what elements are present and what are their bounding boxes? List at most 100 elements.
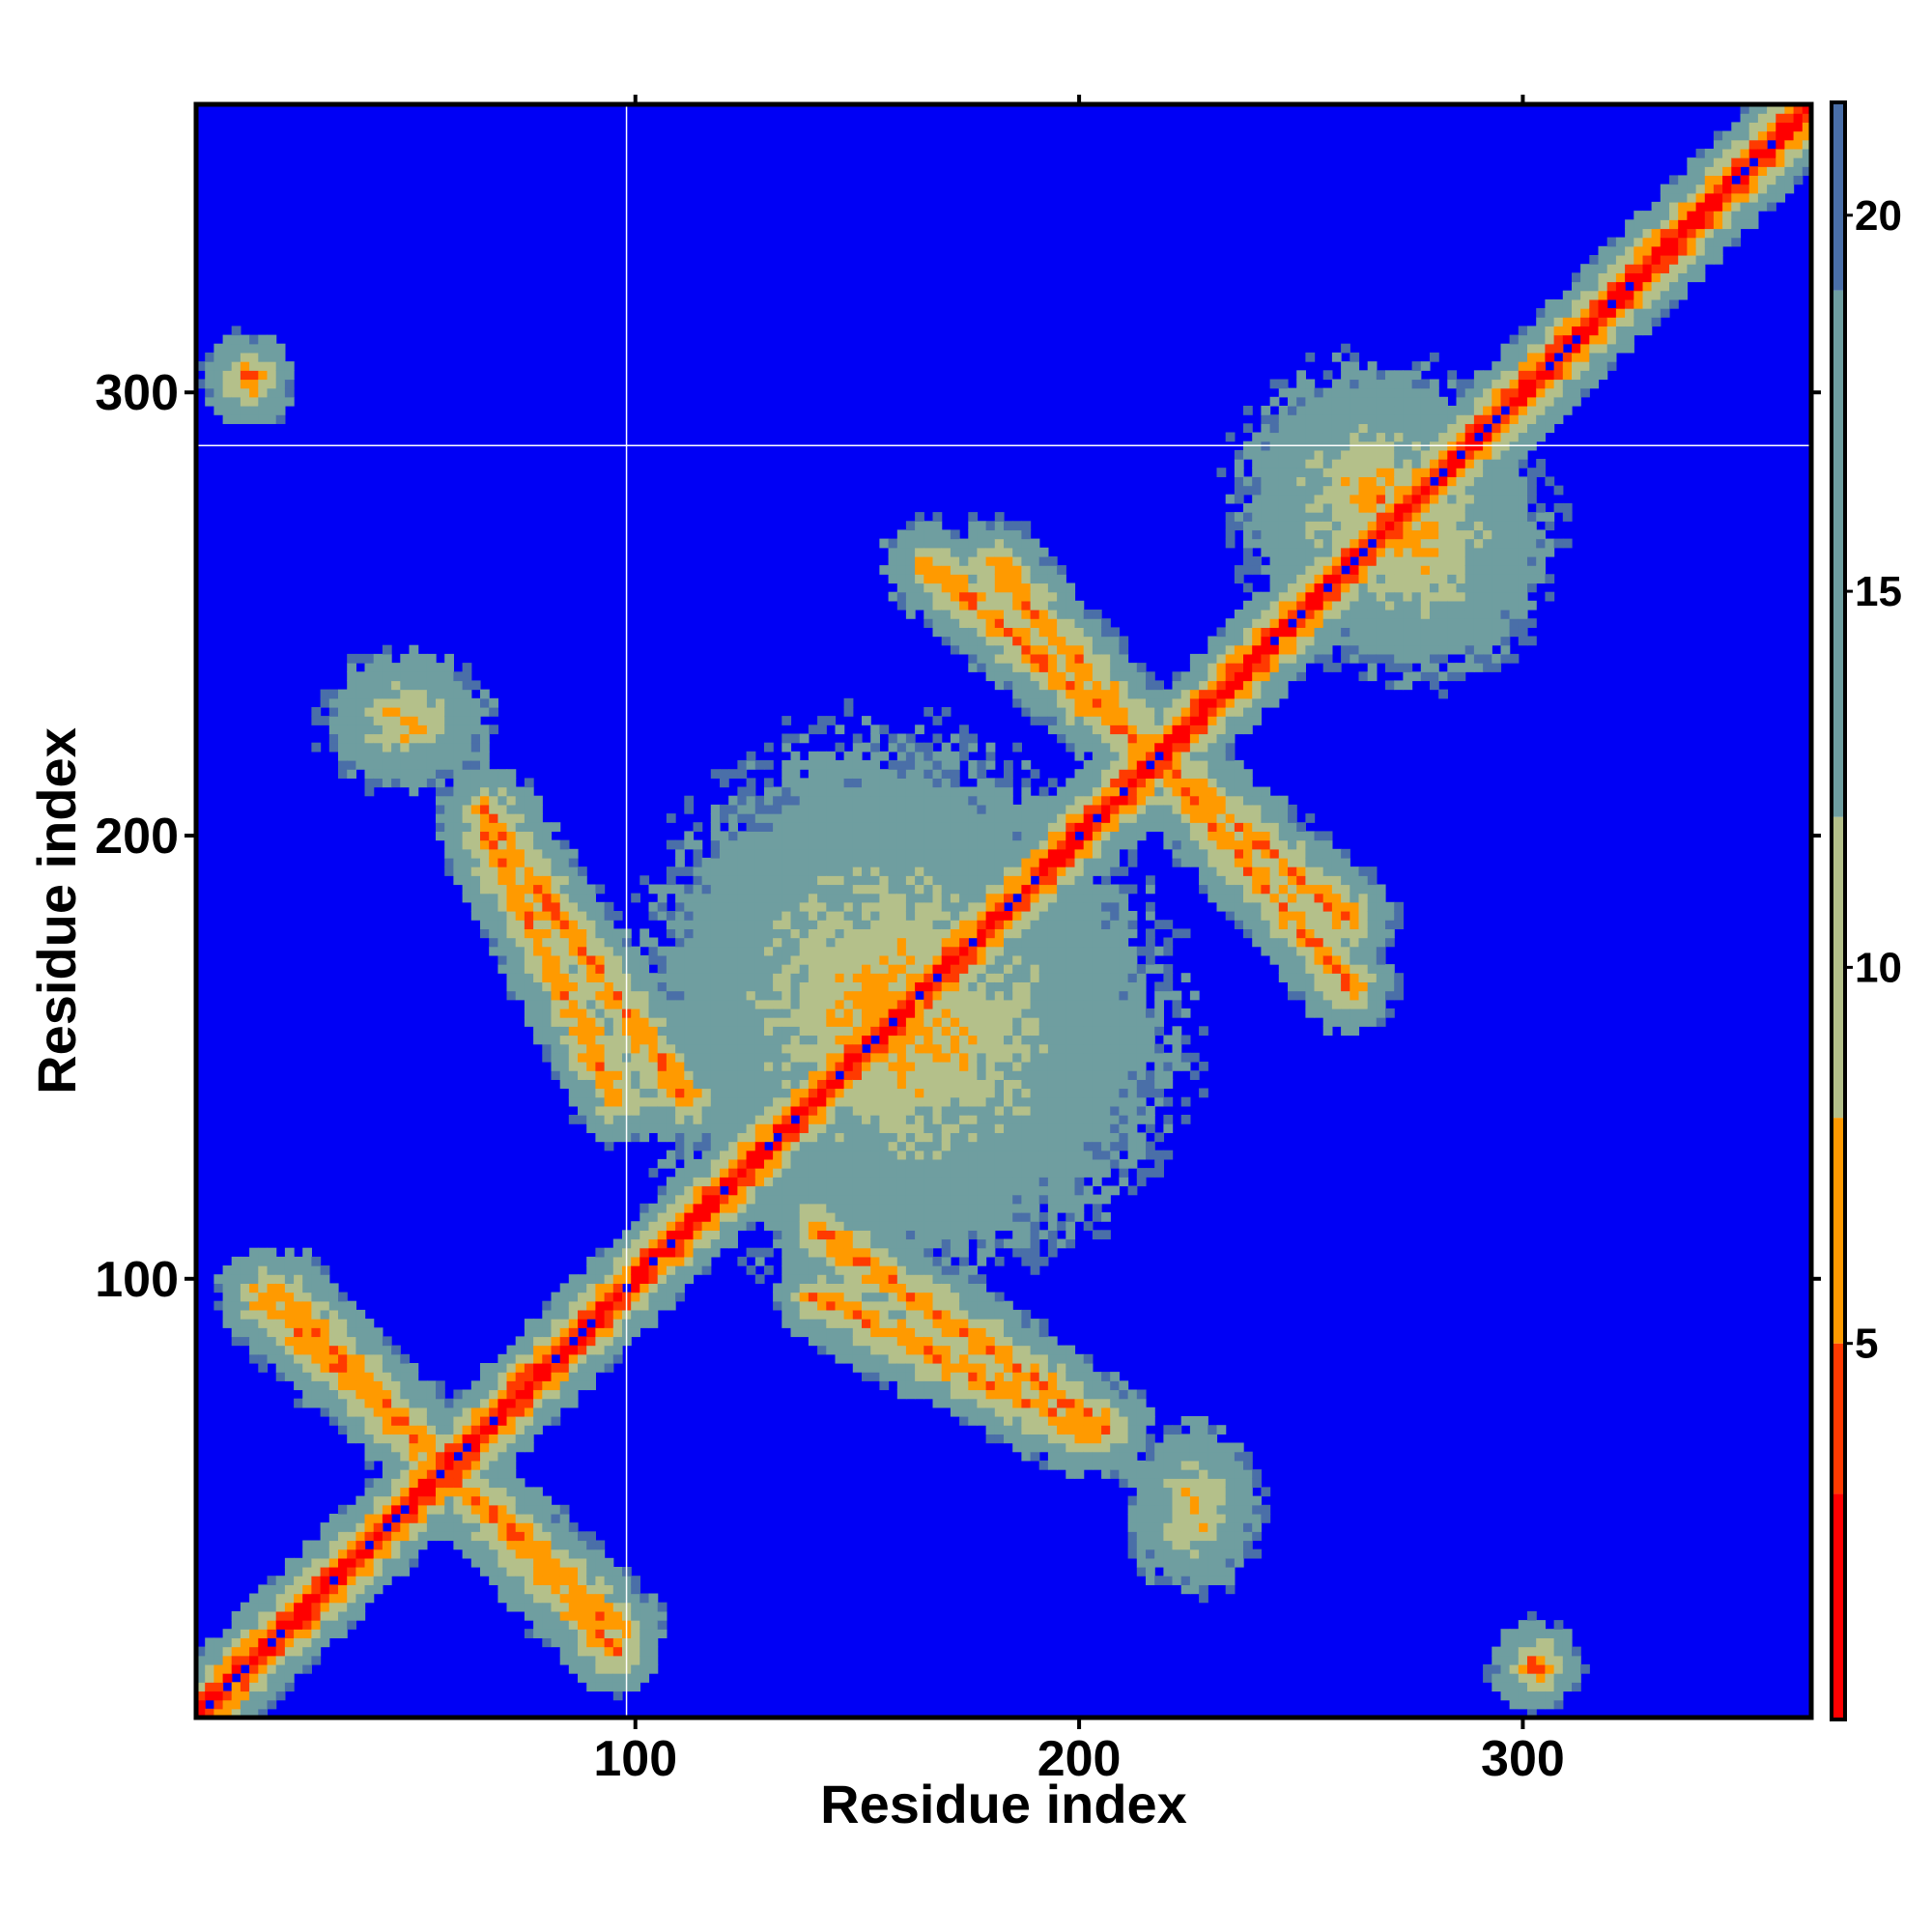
heatmap-cell: [347, 1319, 356, 1328]
heatmap-cell: [391, 671, 401, 682]
heatmap-cell: [311, 1345, 322, 1355]
heatmap-cell: [417, 1434, 428, 1444]
heatmap-cell: [578, 1372, 587, 1381]
heatmap-cell: [693, 857, 703, 867]
heatmap-cell: [480, 697, 490, 708]
heatmap-cell: [222, 1265, 233, 1275]
heatmap-cell: [950, 1115, 960, 1124]
heatmap-cell: [790, 1256, 801, 1266]
heatmap-cell: [444, 857, 454, 867]
heatmap-cell: [905, 1070, 916, 1080]
heatmap-cell: [950, 1230, 960, 1240]
heatmap-cell: [666, 964, 676, 974]
heatmap-cell: [835, 1088, 845, 1098]
heatmap-cell: [684, 973, 695, 982]
heatmap-cell: [746, 751, 756, 761]
heatmap-cell: [436, 689, 445, 699]
heatmap-cell: [862, 1132, 871, 1143]
heatmap-cell: [959, 1203, 969, 1213]
heatmap-cell: [542, 1495, 553, 1506]
heatmap-cell: [205, 379, 214, 389]
heatmap-cell: [338, 1629, 348, 1638]
heatmap-cell: [648, 1079, 659, 1090]
heatmap-cell: [835, 964, 845, 974]
heatmap-cell: [808, 1319, 818, 1328]
heatmap-cell: [338, 751, 348, 761]
heatmap-cell: [631, 1283, 640, 1293]
heatmap-cell: [959, 1043, 969, 1054]
heatmap-cell: [684, 1115, 695, 1124]
heatmap-cell: [231, 1256, 242, 1266]
heatmap-cell: [480, 1504, 490, 1515]
heatmap-cell: [870, 901, 880, 912]
heatmap-cell: [542, 822, 553, 832]
heatmap-cell: [284, 1646, 295, 1657]
heatmap-cell: [923, 529, 934, 540]
heatmap-cell: [631, 1265, 640, 1275]
heatmap-cell: [506, 1372, 517, 1381]
heatmap-cell: [843, 928, 854, 939]
heatmap-cell: [896, 556, 907, 566]
heatmap-cell: [773, 964, 782, 974]
heatmap-cell: [915, 786, 924, 797]
heatmap-cell: [294, 1646, 303, 1657]
heatmap-cell: [489, 1434, 498, 1444]
heatmap-cell: [968, 813, 979, 823]
heatmap-cell: [835, 981, 845, 992]
heatmap-cell: [826, 1079, 837, 1090]
heatmap-cell: [843, 795, 854, 806]
heatmap-cell: [826, 1052, 837, 1063]
heatmap-cell: [746, 1017, 756, 1027]
heatmap-cell: [977, 1150, 987, 1160]
heatmap-cell: [320, 1283, 330, 1293]
heatmap-cell: [862, 795, 871, 806]
heatmap-cell: [231, 1319, 242, 1328]
heatmap-cell: [400, 1531, 411, 1542]
heatmap-cell: [808, 795, 818, 806]
heatmap-cell: [737, 839, 748, 850]
heatmap-cell: [684, 928, 695, 939]
heatmap-cell: [391, 1531, 401, 1542]
heatmap-cell: [852, 813, 863, 823]
heatmap-cell: [799, 901, 810, 912]
heatmap-cell: [977, 1158, 987, 1169]
heatmap-cell: [666, 954, 676, 965]
heatmap-cell: [737, 795, 748, 806]
heatmap-cell: [320, 1629, 330, 1638]
heatmap-cell: [799, 778, 810, 788]
heatmap-cell: [595, 1088, 606, 1098]
heatmap-cell: [382, 1416, 392, 1426]
heatmap-cell: [470, 884, 481, 895]
heatmap-cell: [728, 1043, 738, 1054]
heatmap-cell: [417, 769, 428, 779]
heatmap-cell: [826, 999, 837, 1009]
heatmap-cell: [773, 973, 782, 982]
heatmap-cell: [923, 1203, 934, 1213]
heatmap-cell: [879, 1088, 890, 1098]
heatmap-cell: [1004, 1203, 1013, 1213]
heatmap-cell: [258, 1690, 269, 1701]
heatmap-cell: [533, 795, 543, 806]
heatmap-cell: [586, 1070, 596, 1080]
heatmap-cell: [639, 954, 650, 965]
heatmap-cell: [959, 1079, 969, 1090]
heatmap-cell: [835, 1309, 845, 1320]
heatmap-cell: [249, 361, 259, 371]
heatmap-cell: [196, 1708, 206, 1718]
heatmap-cell: [497, 1469, 508, 1479]
heatmap-cell: [612, 1017, 623, 1027]
heatmap-cell: [595, 999, 606, 1009]
heatmap-cell: [231, 1646, 242, 1657]
heatmap-cell: [915, 1238, 924, 1249]
heatmap-cell: [453, 867, 464, 876]
heatmap-cell: [355, 1602, 366, 1612]
heatmap-cell: [595, 1043, 606, 1054]
heatmap-cell: [826, 1043, 837, 1054]
heatmap-cell: [754, 981, 765, 992]
heatmap-cell: [959, 1230, 969, 1240]
heatmap-cell: [862, 760, 871, 770]
heatmap-cell: [843, 760, 854, 770]
heatmap-cell: [994, 1380, 1005, 1391]
heatmap-cell: [666, 1247, 676, 1258]
heatmap-cell: [968, 1398, 979, 1408]
